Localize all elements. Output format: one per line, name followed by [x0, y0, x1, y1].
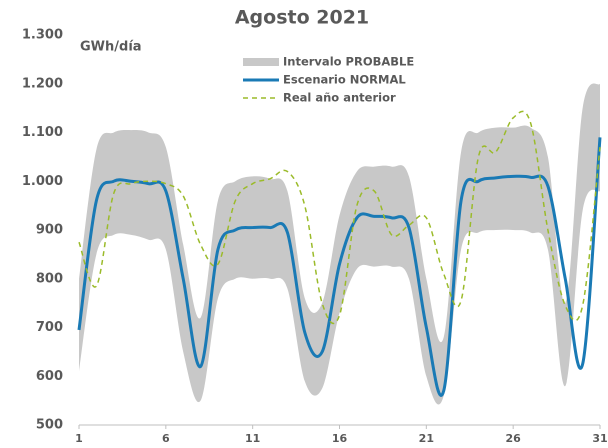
x-tick-label: 1 — [75, 432, 83, 445]
y-tick-label: 1.300 — [22, 28, 63, 43]
series-line — [78, 110, 601, 325]
probable-band — [79, 83, 600, 405]
x-tick-label: 16 — [332, 432, 348, 445]
x-tick-label: 21 — [419, 432, 434, 445]
y-axis-label: GWh/día — [80, 40, 142, 55]
series-line — [77, 137, 602, 397]
x-tick-label: 11 — [245, 432, 260, 445]
y-tick-label: 600 — [36, 369, 63, 384]
y-tick-label: 1.200 — [22, 76, 63, 91]
y-tick-label: 1.000 — [22, 174, 63, 189]
legend-label: Intervalo PROBABLE — [283, 55, 414, 69]
y-tick-label: 500 — [36, 418, 63, 433]
chart-title: Agosto 2021 — [235, 7, 369, 29]
y-tick-label: 1.100 — [22, 125, 63, 140]
x-tick-label: 6 — [162, 432, 170, 445]
x-tick-label: 31 — [592, 432, 607, 445]
y-tick-label: 900 — [36, 223, 63, 238]
legend-label: Escenario NORMAL — [283, 73, 406, 87]
x-tick-label: 26 — [506, 432, 522, 445]
y-tick-label: 800 — [36, 271, 63, 286]
legend-label: Real año anterior — [283, 91, 396, 105]
legend-swatch — [243, 58, 279, 66]
y-tick-label: 700 — [36, 320, 63, 335]
